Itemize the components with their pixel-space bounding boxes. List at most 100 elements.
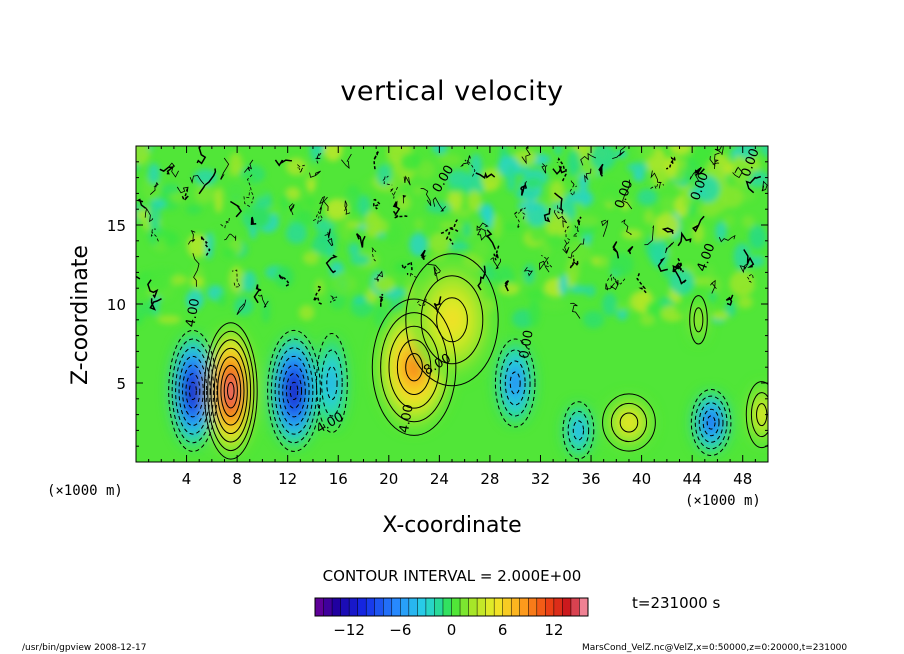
contour-line [378, 293, 385, 308]
colorbar-tick-label: 12 [544, 621, 563, 639]
turbulence-blob [302, 164, 319, 181]
contour-line [224, 233, 237, 241]
contour-interval: CONTOUR INTERVAL = 2.000E+00 [322, 567, 582, 585]
contour-line [257, 294, 269, 308]
contour-line [718, 234, 736, 243]
colorbar-bin [400, 598, 410, 616]
colorbar-bin [434, 598, 444, 616]
chart-title: vertical velocity [340, 76, 564, 107]
contour-line [493, 245, 500, 261]
contour-line [657, 257, 668, 272]
turbulence-blob [350, 254, 370, 266]
turbulence-blob [567, 149, 581, 177]
x-unit-left: (×1000 m) [47, 483, 123, 499]
contour-line [182, 364, 204, 418]
contour-line [236, 299, 247, 315]
contour-line [564, 225, 571, 245]
contour-line [203, 322, 258, 460]
turbulence-blob [243, 173, 255, 183]
contour-label: 0.00 [409, 114, 442, 141]
contour-line [315, 152, 322, 164]
contour-line [198, 168, 217, 195]
turbulence-blob [548, 233, 564, 248]
colorbar-tick-label: −12 [333, 621, 365, 639]
contour-line [403, 175, 411, 186]
colorbar-bin [460, 598, 470, 616]
turbulence-blob [528, 300, 541, 328]
turbulence-blob [345, 184, 362, 213]
contour-line [329, 295, 338, 303]
turbulence-blob [663, 158, 678, 180]
contour-line [274, 347, 314, 435]
colorbar-bin [383, 598, 393, 616]
contour-line [253, 284, 262, 304]
contour-line [523, 266, 534, 277]
turbulence-blob [514, 188, 539, 200]
contour-line [288, 203, 295, 216]
contour-line [514, 211, 520, 229]
colorbar-bin [485, 598, 495, 616]
contour-line [714, 146, 724, 156]
contour-line [371, 298, 457, 436]
contour-line [217, 356, 245, 426]
x-tick-label: 32 [531, 470, 550, 488]
contour-line [371, 247, 377, 262]
velocity-cell [758, 408, 765, 421]
turbulence-blob [529, 221, 546, 243]
turbulence-blob [156, 237, 165, 253]
footer-left: /usr/bin/gpview 2008-12-17 [22, 643, 147, 653]
turbulence-blob [409, 232, 428, 257]
contour-line [178, 355, 208, 426]
turbulence-blob [723, 214, 735, 227]
turbulence-blob [217, 292, 226, 307]
turbulence-blob [447, 188, 463, 212]
turbulence-blob [711, 311, 729, 321]
contour-line [220, 216, 230, 229]
turbulence-blob [669, 268, 695, 295]
turbulence-blob [526, 289, 545, 301]
turbulence-blob [185, 204, 202, 215]
contour-line [605, 282, 615, 291]
x-tick-label: 12 [278, 470, 297, 488]
contour-line [543, 207, 551, 223]
turbulence-blob [524, 202, 549, 227]
contour-line [433, 296, 442, 313]
contour-line [619, 412, 639, 433]
contour-line [610, 278, 619, 291]
contour-line [665, 241, 675, 254]
contour-line [460, 154, 471, 167]
contour-line [327, 237, 334, 247]
contour-line [702, 408, 720, 437]
contour-line [661, 227, 674, 235]
turbulence-blob [626, 162, 650, 173]
contour-line [739, 262, 749, 274]
contour-line [427, 264, 441, 277]
velocity-cell [406, 354, 422, 380]
contour-line [289, 381, 299, 401]
footer-right: MarsCond_VelZ.nc@VelZ,x=0:50000,z=0:2000… [582, 643, 848, 653]
turbulence-blob [189, 277, 205, 286]
contour-line [694, 395, 728, 450]
colorbar-bin [519, 598, 529, 616]
contour-line [230, 200, 243, 218]
contour-line [396, 339, 432, 395]
colorbar-bin [528, 598, 538, 616]
turbulence-blob [325, 198, 349, 220]
y-tick-label: 5 [116, 375, 126, 393]
x-unit-right: (×1000 m) [685, 493, 761, 509]
colorbar-bin [323, 598, 333, 616]
contour-line [207, 330, 255, 452]
turbulence-blob [332, 271, 353, 296]
contour-line [181, 188, 189, 202]
turbulence-blob [285, 223, 308, 244]
contour-line [171, 338, 215, 444]
contour-line [388, 325, 440, 409]
turbulence-blob [590, 146, 616, 171]
turbulence-blob [523, 263, 536, 285]
turbulence-blob [648, 239, 670, 268]
turbulence-blob [187, 233, 208, 259]
turbulence-blob [451, 208, 472, 218]
contour-line [725, 294, 734, 306]
turbulence-blob [194, 184, 215, 204]
contour-line [356, 233, 366, 248]
